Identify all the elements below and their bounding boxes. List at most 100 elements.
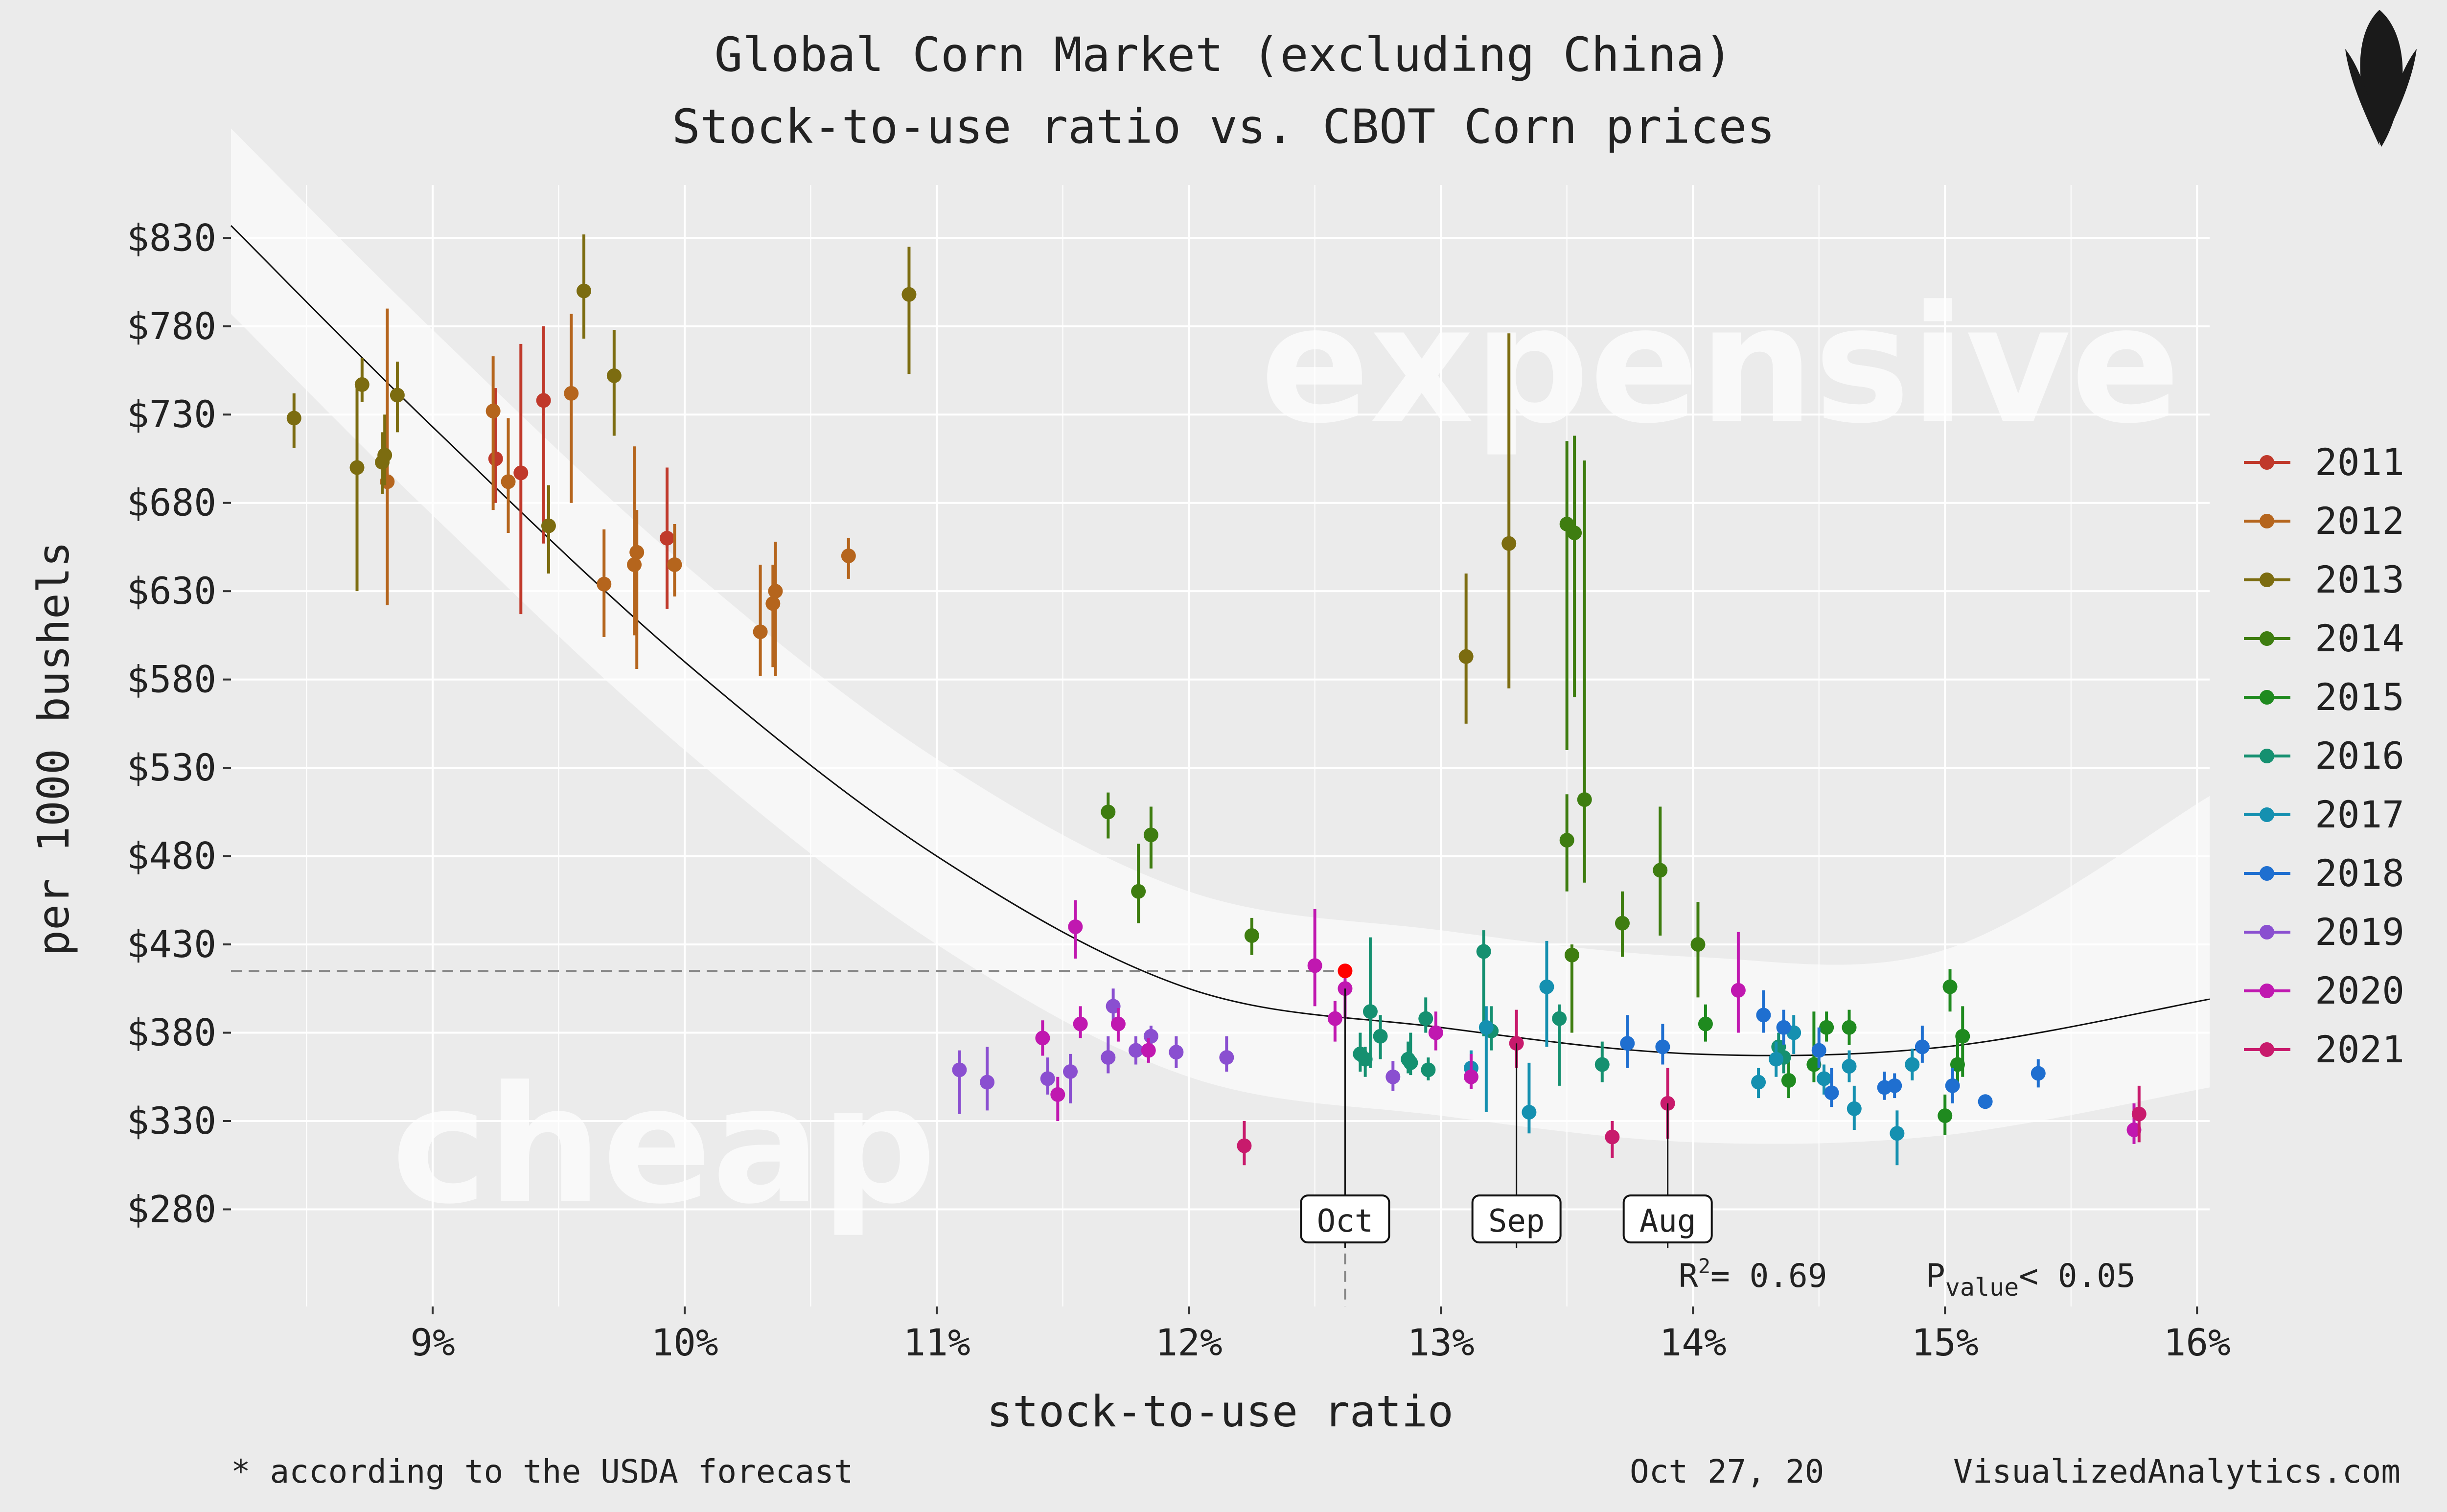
point — [627, 557, 642, 573]
data-points — [286, 234, 2147, 1166]
point — [1035, 1031, 1050, 1046]
y-tick-label: $580 — [127, 658, 216, 701]
point — [1418, 1011, 1433, 1026]
x-tick-label: 13% — [1408, 1321, 1475, 1364]
watermark-expensive: expensive — [1260, 271, 2180, 459]
point — [1811, 1043, 1826, 1058]
point — [1237, 1138, 1252, 1153]
current-point — [1338, 963, 1353, 979]
point — [1403, 1055, 1418, 1070]
x-axis-label: stock-to-use ratio — [987, 1386, 1454, 1437]
point — [1978, 1094, 1993, 1109]
point — [1421, 1062, 1436, 1077]
point — [1817, 1071, 1832, 1086]
point — [1143, 827, 1158, 843]
point — [1068, 919, 1083, 934]
point — [1945, 1078, 1960, 1093]
corn-logo-icon — [2345, 10, 2417, 147]
legend-item-2012: 2012 — [2244, 499, 2404, 543]
point — [354, 377, 369, 392]
point — [765, 596, 781, 611]
point — [501, 474, 516, 489]
r2-sup: 2 — [1698, 1254, 1710, 1278]
legend-swatch-point — [2260, 690, 2274, 705]
r2-label: R — [1679, 1257, 1698, 1295]
point — [1552, 1011, 1567, 1026]
series-2012 — [380, 308, 856, 676]
y-tick-label: $280 — [127, 1187, 216, 1231]
x-tick-label: 10% — [651, 1321, 718, 1364]
y-tick-label: $680 — [127, 481, 216, 525]
y-tick-label: $780 — [127, 304, 216, 348]
legend-item-2014: 2014 — [2244, 617, 2404, 660]
point — [1756, 1008, 1771, 1023]
point — [1110, 1016, 1126, 1031]
callout-box — [1300, 1194, 1390, 1244]
series-2014 — [1101, 435, 1706, 1033]
legend-swatch-point — [2260, 455, 2274, 470]
r2-value: = 0.69 — [1710, 1257, 1827, 1295]
series-2013 — [286, 234, 1517, 724]
watermark-cheap: cheap — [392, 1052, 936, 1239]
point — [541, 518, 556, 533]
p-label: P — [1926, 1257, 1945, 1295]
point — [1653, 863, 1668, 878]
point — [1501, 536, 1517, 551]
legend-label: 2018 — [2315, 851, 2404, 895]
point — [1594, 1057, 1610, 1072]
point — [768, 584, 783, 599]
point — [513, 465, 529, 481]
legend-item-2016: 2016 — [2244, 734, 2404, 778]
legend-swatch-point — [2260, 1042, 2274, 1057]
point — [1040, 1071, 1055, 1086]
legend-item-2011: 2011 — [2244, 440, 2404, 484]
y-tick-label: $330 — [127, 1099, 216, 1143]
point — [1824, 1085, 1839, 1100]
point — [1101, 1050, 1116, 1065]
trend-line — [230, 225, 2210, 1056]
p-value: < 0.05 — [2019, 1257, 2135, 1295]
point — [1373, 1029, 1388, 1044]
point — [1244, 928, 1259, 943]
legend-label: 2019 — [2315, 910, 2404, 954]
legend-swatch-point — [2260, 514, 2274, 528]
point — [1938, 1108, 1953, 1123]
point — [536, 393, 551, 408]
legend-label: 2012 — [2315, 499, 2404, 543]
legend-label: 2011 — [2315, 440, 2404, 484]
point — [286, 411, 301, 426]
point — [1219, 1050, 1234, 1065]
point — [1731, 983, 1746, 998]
point — [1781, 1073, 1796, 1088]
point — [1690, 937, 1706, 952]
legend-item-2019: 2019 — [2244, 910, 2404, 954]
point — [1842, 1020, 1857, 1035]
point — [1564, 947, 1579, 962]
legend-label: 2017 — [2315, 793, 2404, 836]
point — [1428, 1025, 1443, 1040]
point — [1847, 1101, 1862, 1116]
legend-label: 2013 — [2315, 558, 2404, 601]
legend-label: 2020 — [2315, 969, 2404, 1012]
point — [597, 576, 612, 592]
point — [2031, 1066, 2046, 1081]
point — [667, 557, 682, 573]
legend-label: 2014 — [2315, 617, 2404, 660]
point — [1327, 1011, 1342, 1026]
point — [1478, 1020, 1494, 1035]
point — [1915, 1039, 1930, 1054]
point — [564, 386, 579, 401]
confidence-band — [231, 128, 2210, 1144]
point — [1819, 1020, 1834, 1035]
footnote: * according to the USDA forecast — [231, 1453, 854, 1490]
point — [1143, 1029, 1158, 1044]
point — [1307, 958, 1322, 973]
chart-subtitle: Stock-to-use ratio vs. CBOT Corn prices — [672, 99, 1775, 154]
point — [1905, 1057, 1920, 1072]
point — [1101, 804, 1116, 820]
callout-box — [1622, 1194, 1713, 1244]
point — [1615, 916, 1630, 931]
y-tick-label: $830 — [127, 216, 216, 259]
legend-swatch-point — [2260, 925, 2274, 939]
point — [1131, 884, 1146, 899]
